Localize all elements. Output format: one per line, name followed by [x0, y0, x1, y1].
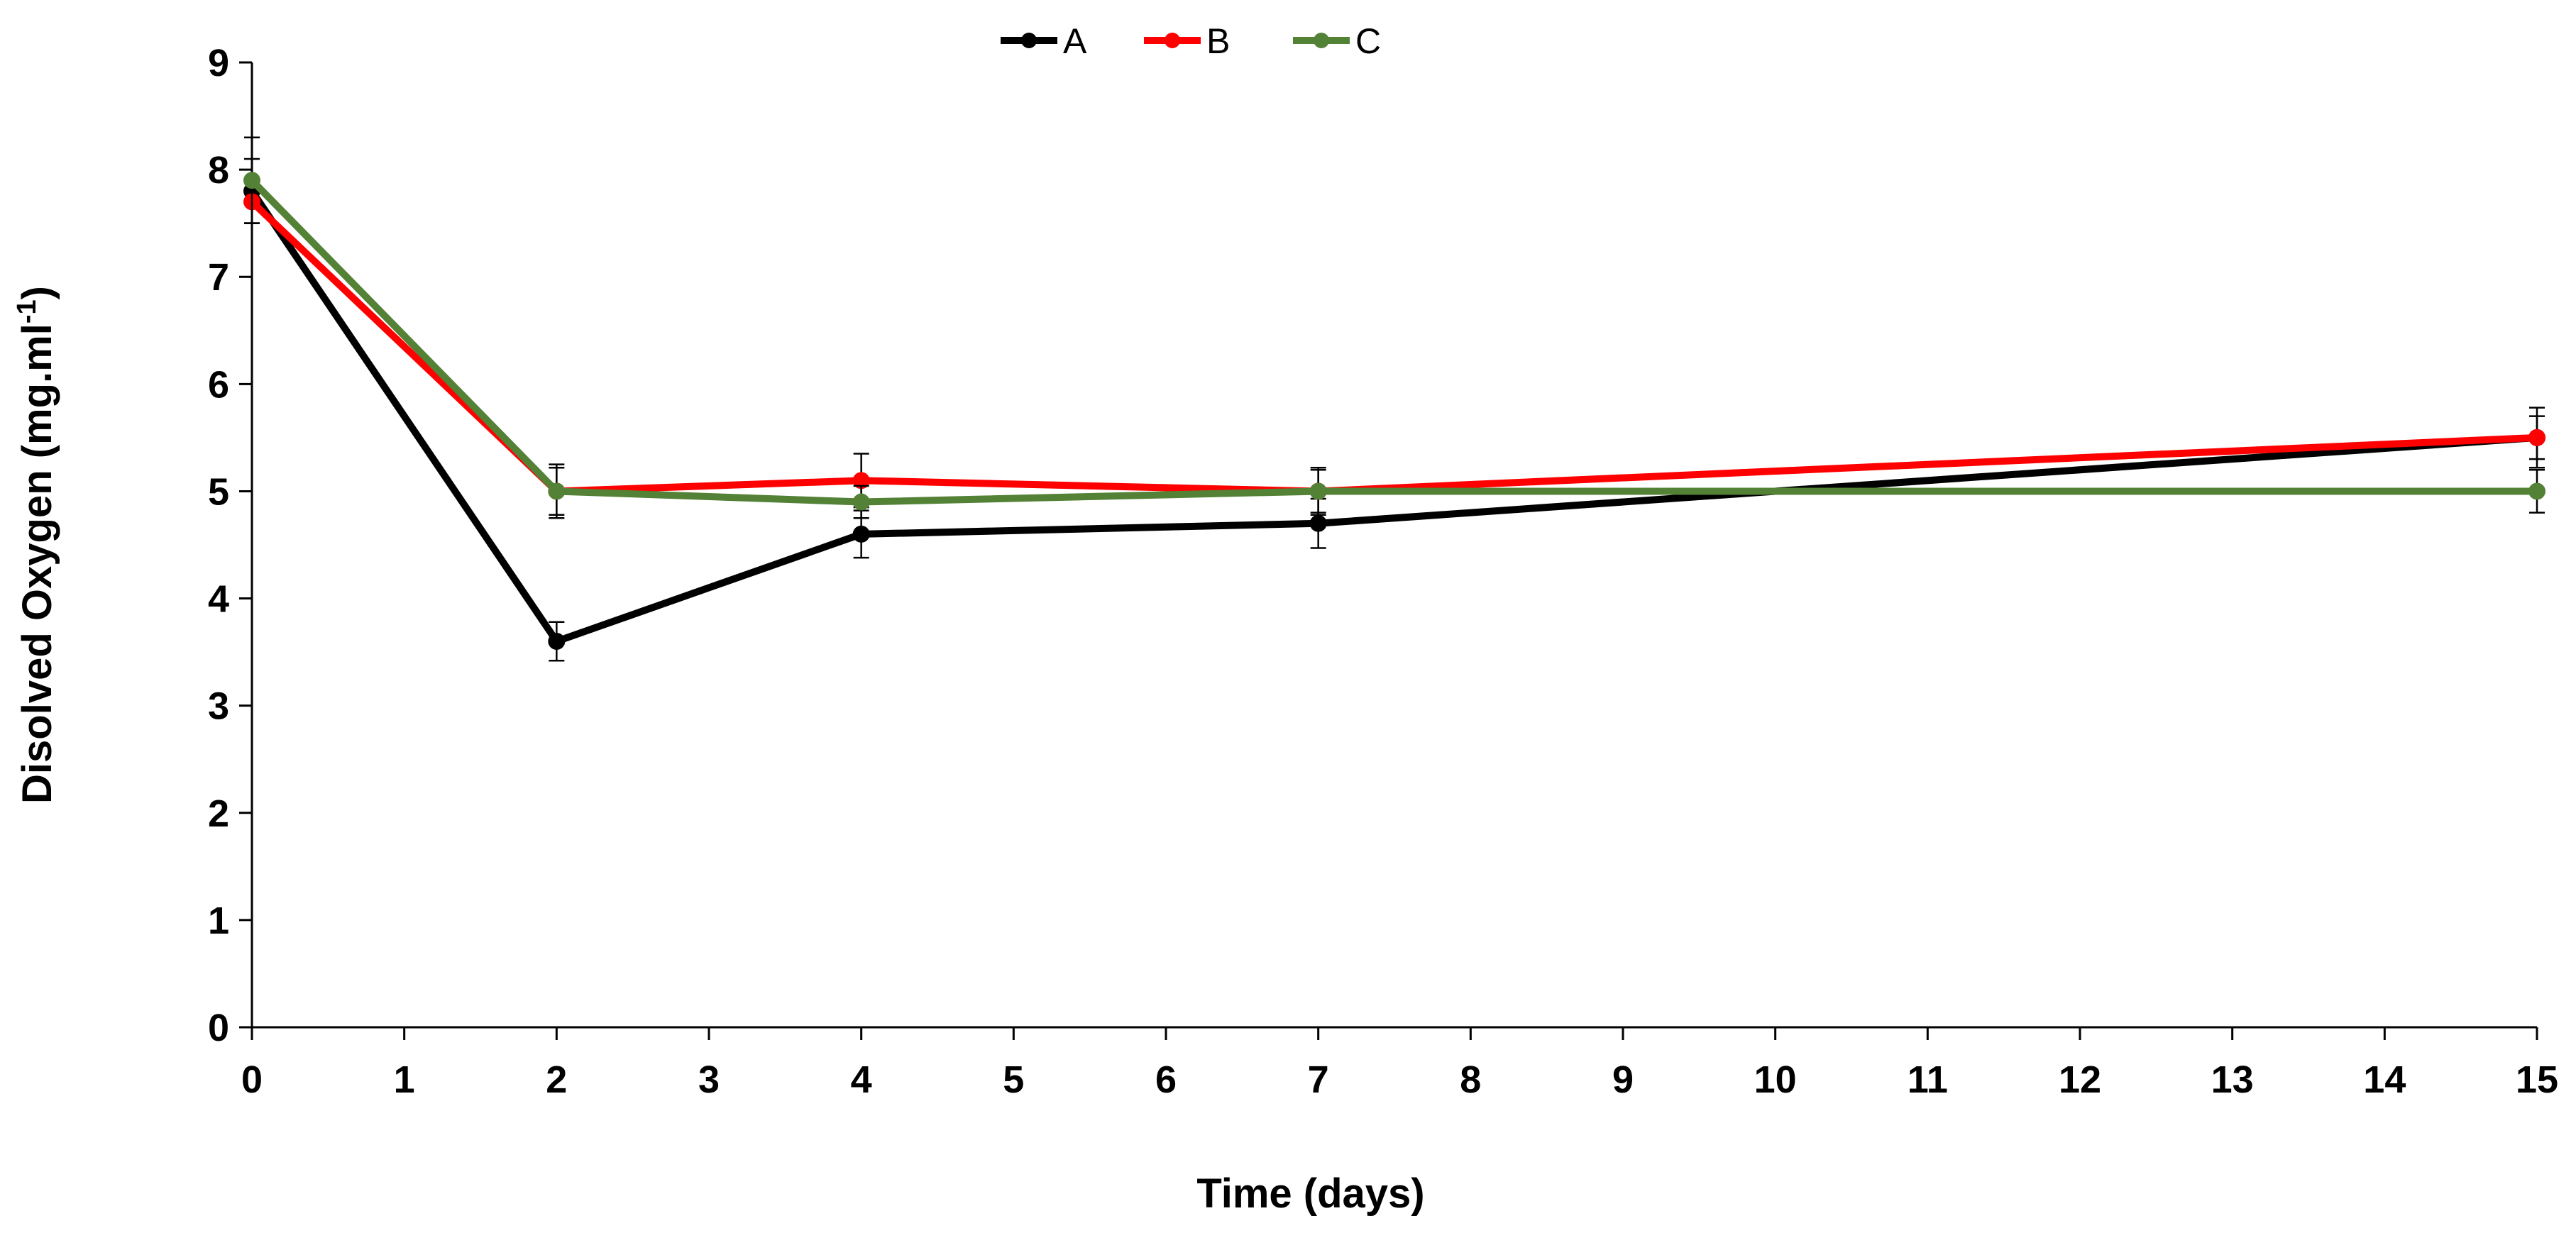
legend-swatch-marker — [1314, 33, 1329, 48]
x-tick-label: 6 — [1155, 1058, 1177, 1101]
y-tick-label: 6 — [208, 363, 229, 406]
x-tick-label: 5 — [1003, 1058, 1024, 1101]
x-tick-label: 9 — [1612, 1058, 1634, 1101]
x-tick-label: 0 — [241, 1058, 263, 1101]
data-point — [2528, 428, 2545, 446]
x-tick-label: 1 — [394, 1058, 415, 1101]
legend-entry-a: A — [1001, 21, 1087, 61]
x-tick-label: 8 — [1460, 1058, 1481, 1101]
y-tick-label: 0 — [208, 1007, 229, 1049]
x-tick-label: 13 — [2211, 1058, 2254, 1101]
data-point — [548, 633, 566, 650]
series-c — [243, 136, 2545, 519]
x-axis-title: Time (days) — [1196, 1171, 1424, 1217]
x-tick-label: 10 — [1754, 1058, 1797, 1101]
y-axis-title-main: Disolved Oxygen (mg.ml — [14, 324, 60, 804]
legend: A B C — [1001, 21, 1381, 61]
data-point — [852, 493, 870, 511]
legend-label: A — [1063, 21, 1087, 61]
data-point — [243, 172, 260, 189]
y-tick-label: 3 — [208, 685, 229, 728]
legend-swatch-marker — [1021, 33, 1037, 48]
data-point — [1309, 482, 1327, 500]
series-line — [249, 199, 2538, 495]
legend-entry-c: C — [1293, 21, 1381, 61]
x-tick-label: 14 — [2363, 1058, 2406, 1101]
x-tick-label: 11 — [1908, 1058, 1948, 1101]
x-tick-label: 3 — [698, 1058, 720, 1101]
x-tick-label: 7 — [1308, 1058, 1329, 1101]
y-tick-label: 1 — [208, 900, 229, 942]
data-point — [852, 472, 870, 490]
series-layer — [243, 136, 2545, 662]
series-b — [243, 179, 2545, 519]
data-point — [2528, 482, 2545, 500]
y-tick-label: 4 — [208, 578, 229, 621]
x-tick-label: 12 — [2059, 1058, 2101, 1101]
x-tick-label: 2 — [546, 1058, 567, 1101]
legend-label: B — [1206, 21, 1230, 61]
series-line — [248, 189, 2538, 645]
y-tick-label: 7 — [208, 256, 229, 299]
legend-swatch-marker — [1165, 33, 1180, 48]
y-tick-label: 5 — [208, 470, 229, 513]
y-axis-ticks: 0 1 2 3 4 5 6 7 8 9 — [208, 42, 252, 1049]
legend-label: C — [1355, 21, 1381, 61]
x-axis-ticks: 0 1 2 3 4 5 6 7 8 9 10 11 12 13 14 15 — [241, 1027, 2558, 1101]
data-point — [548, 482, 566, 500]
y-tick-label: 9 — [208, 42, 229, 84]
y-tick-label: 8 — [208, 149, 229, 192]
data-point — [852, 525, 870, 543]
series-a — [243, 157, 2545, 662]
y-tick-label: 2 — [208, 792, 229, 835]
legend-entry-b: B — [1144, 21, 1230, 61]
data-point — [1309, 514, 1327, 532]
y-axis-title-close: ) — [14, 286, 60, 299]
x-tick-label: 4 — [851, 1058, 872, 1101]
y-axis-title: Disolved Oxygen (mg.ml-1) — [12, 286, 60, 804]
x-tick-label: 15 — [2516, 1058, 2558, 1101]
y-axis-title-superscript: -1 — [12, 299, 42, 324]
